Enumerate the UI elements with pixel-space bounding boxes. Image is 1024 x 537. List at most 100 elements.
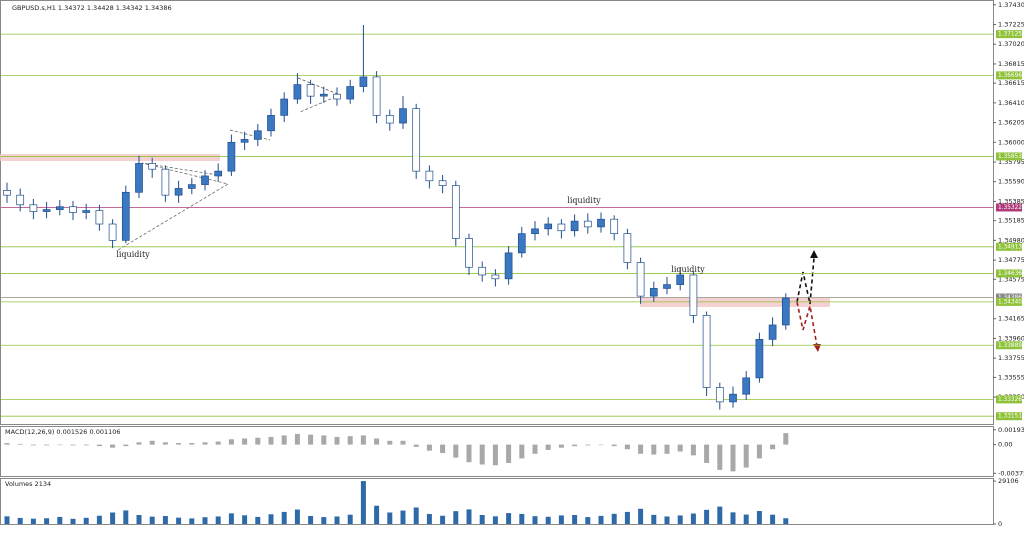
bar: [440, 444, 446, 454]
candle-body: [702, 315, 711, 388]
bar: [255, 437, 261, 445]
level-tag: [996, 242, 1022, 251]
bar: [308, 434, 314, 445]
y-tick-label: 1.36205: [998, 119, 1024, 127]
level-label: 1.35322: [998, 205, 1022, 211]
bar: [387, 512, 393, 524]
candle-body: [570, 220, 579, 232]
candle-body: [108, 223, 117, 241]
bar: [374, 505, 380, 524]
candle-body: [319, 93, 328, 97]
bar: [44, 518, 50, 524]
level-tag: [996, 341, 1022, 350]
bar: [374, 438, 380, 445]
bar: [228, 439, 234, 445]
bar: [545, 444, 551, 450]
candle-body: [451, 185, 460, 239]
bar: [268, 436, 274, 445]
bar: [30, 518, 36, 524]
candle-body: [187, 184, 196, 189]
bar: [321, 435, 327, 445]
bar: [624, 511, 630, 524]
candle-body: [412, 108, 421, 172]
y-tick-label: 1.35590: [998, 178, 1024, 186]
bar: [123, 510, 129, 524]
candle-body: [240, 139, 249, 143]
candle-body: [372, 76, 381, 116]
bar: [704, 444, 710, 463]
candle-body: [121, 191, 130, 241]
level-label: 1.34340: [998, 299, 1022, 305]
candle-body: [385, 115, 394, 124]
level-label: 1.33326: [998, 397, 1022, 403]
bar: [783, 518, 789, 524]
triangle: [229, 129, 271, 141]
bar: [189, 443, 195, 445]
y-tick-label: 29106: [998, 477, 1019, 485]
candle-body: [306, 84, 315, 97]
bull-arrow: [796, 257, 815, 305]
bar: [281, 511, 287, 524]
bar: [492, 516, 498, 524]
bear-arrow: [796, 301, 818, 347]
candle-body: [649, 288, 658, 297]
bar: [215, 441, 221, 445]
candle-body: [755, 339, 764, 379]
candle-body: [597, 218, 605, 228]
level-label: 1.34913: [998, 244, 1022, 250]
bar: [136, 442, 142, 445]
candle-body: [29, 204, 38, 212]
bar: [426, 444, 432, 451]
bar: [57, 444, 63, 446]
bar: [308, 516, 314, 524]
bar: [400, 510, 406, 524]
triangle: [117, 162, 229, 251]
bar: [334, 516, 340, 524]
bar: [783, 433, 789, 445]
level-label: 1.37125: [998, 32, 1022, 38]
bar: [532, 444, 538, 454]
annotation: liquidity: [671, 265, 705, 274]
bar: [242, 515, 248, 524]
bar: [506, 513, 512, 524]
candle-body: [781, 297, 790, 326]
bar: [17, 443, 23, 445]
candle-body: [148, 163, 157, 170]
candle-body: [504, 252, 513, 280]
panel-title: MACD(12,26,9) 0.001526 0.001106: [5, 428, 121, 436]
bar: [519, 513, 525, 524]
y-tick-label: 1.34165: [998, 315, 1024, 323]
candle-body: [636, 262, 645, 297]
bar: [360, 435, 366, 445]
bar: [624, 444, 630, 450]
bar: [96, 515, 102, 524]
bar: [215, 516, 221, 524]
symbol-header: GBPUSD.s,H1 1.34372 1.34428 1.34342 1.34…: [12, 4, 172, 12]
bar: [30, 444, 36, 446]
bar: [83, 444, 89, 446]
y-tick-label: 1.35185: [998, 217, 1024, 225]
bar: [242, 438, 248, 445]
level-tag: [996, 297, 1022, 306]
candle-body: [663, 284, 671, 289]
bar: [572, 444, 578, 447]
y-tick-label: -0.003752: [998, 469, 1024, 477]
bar: [704, 509, 710, 524]
candle-body: [715, 387, 724, 403]
candle-body: [293, 84, 302, 100]
level-tag: [996, 30, 1022, 39]
level-tag: [996, 152, 1022, 161]
candle-body: [478, 266, 487, 276]
level-tag: [996, 395, 1022, 404]
macd-panel: [0, 426, 994, 477]
candle-body: [16, 194, 25, 206]
bar: [598, 515, 604, 524]
bar: [189, 518, 195, 524]
candle-body: [465, 238, 473, 268]
bar: [149, 516, 155, 524]
level-tag: [996, 269, 1022, 278]
y-tick-label: 1.36410: [998, 99, 1024, 107]
level-tag: [996, 293, 1022, 302]
main-panel: [0, 0, 994, 425]
